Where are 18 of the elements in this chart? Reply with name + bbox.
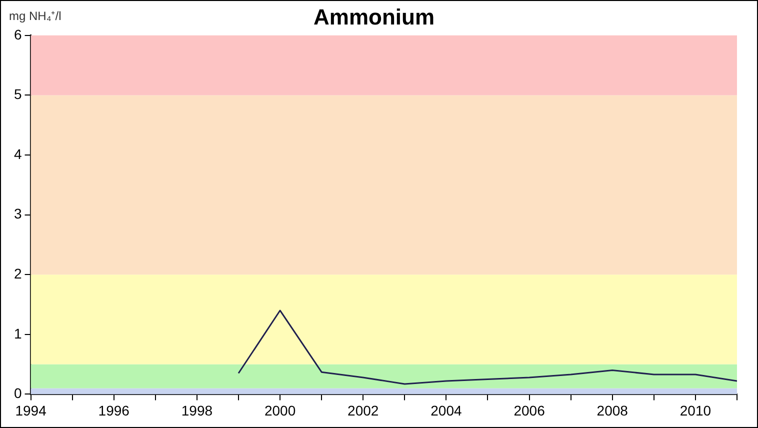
y-tick-label: 0 [14,385,22,402]
x-tick-label: 2002 [348,402,379,418]
x-tick-label: 1996 [98,402,130,418]
y-tick-label: 2 [14,265,22,282]
y-tick-label: 6 [14,26,22,42]
x-tick-label: 1994 [15,402,47,418]
y-tick-label: 1 [14,325,22,342]
x-tick-label: 2000 [264,402,296,418]
chart-title: Ammonium [314,4,434,30]
x-tick-label: 2004 [430,402,462,418]
y-tick-label: 5 [14,86,22,102]
x-tick-label: 2010 [680,402,712,418]
x-tick-label: 1998 [181,402,213,418]
y-tick-label: 3 [14,206,22,222]
y-tick-label: 4 [14,146,22,162]
x-tick-label: 2008 [596,402,628,418]
y-axis-title: mg NH₄⁺/l [9,8,62,24]
x-tick-label: 2006 [514,402,546,418]
